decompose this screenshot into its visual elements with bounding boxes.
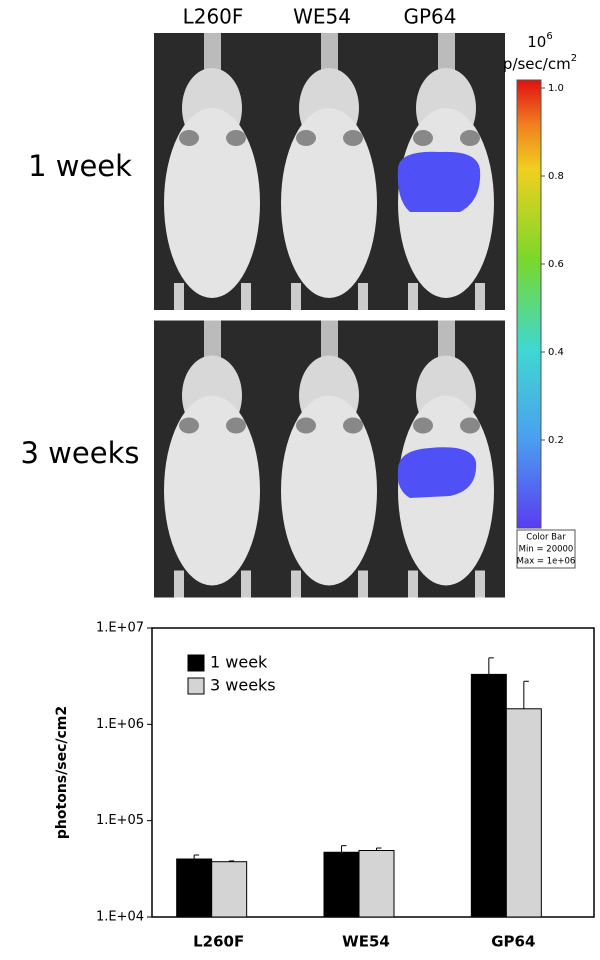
column-label: GP64: [403, 5, 456, 29]
colorbar-caption-box: [516, 529, 576, 569]
y-tick-label: 1.E+06: [96, 717, 144, 732]
colorbar-title-sup: 6: [546, 31, 552, 42]
colorbar-title: p/sec/cm2: [503, 53, 577, 73]
legend-swatch: [187, 677, 205, 695]
image-panel: [154, 33, 505, 598]
colorbar-title-part: p/sec/cm: [503, 55, 571, 73]
bar: [470, 673, 507, 918]
colorbar-caption: Min = 20000: [519, 545, 574, 555]
bar: [176, 858, 213, 918]
colorbar-title-sup: 2: [571, 53, 577, 64]
bar: [323, 851, 360, 918]
bar: [505, 708, 542, 918]
column-label: L260F: [183, 5, 244, 29]
colorbar-caption: Color Bar: [526, 533, 566, 543]
column-label: WE54: [293, 5, 351, 29]
y-axis-label: photons/sec/cm2: [54, 706, 70, 839]
colorbar-tick-label: 0.6: [548, 259, 564, 270]
row-label: 1 week: [28, 149, 132, 183]
x-tick-label: GP64: [491, 933, 535, 951]
legend-label: 3 weeks: [210, 676, 276, 695]
colorbar-tick-label: 0.8: [548, 171, 564, 182]
x-tick-label: WE54: [342, 933, 390, 951]
legend-swatch: [187, 654, 205, 672]
colorbar-caption: Max = 1e+06: [517, 557, 576, 567]
bar: [211, 861, 248, 918]
y-tick-label: 1.E+05: [96, 813, 144, 828]
bar: [358, 850, 395, 918]
colorbar-title: 106: [527, 31, 552, 51]
legend-label: 1 week: [210, 653, 268, 672]
colorbar-tick-label: 1.0: [548, 83, 564, 94]
y-tick-label: 1.E+07: [96, 621, 144, 636]
colorbar-title-part: 10: [527, 33, 546, 51]
colorbar-tick-label: 0.2: [548, 435, 564, 446]
colorbar-tick-label: 0.4: [548, 347, 564, 358]
x-tick-label: L260F: [193, 933, 244, 951]
y-tick-label: 1.E+04: [96, 910, 144, 925]
colorbar: [516, 79, 542, 529]
row-label: 3 weeks: [21, 436, 140, 470]
